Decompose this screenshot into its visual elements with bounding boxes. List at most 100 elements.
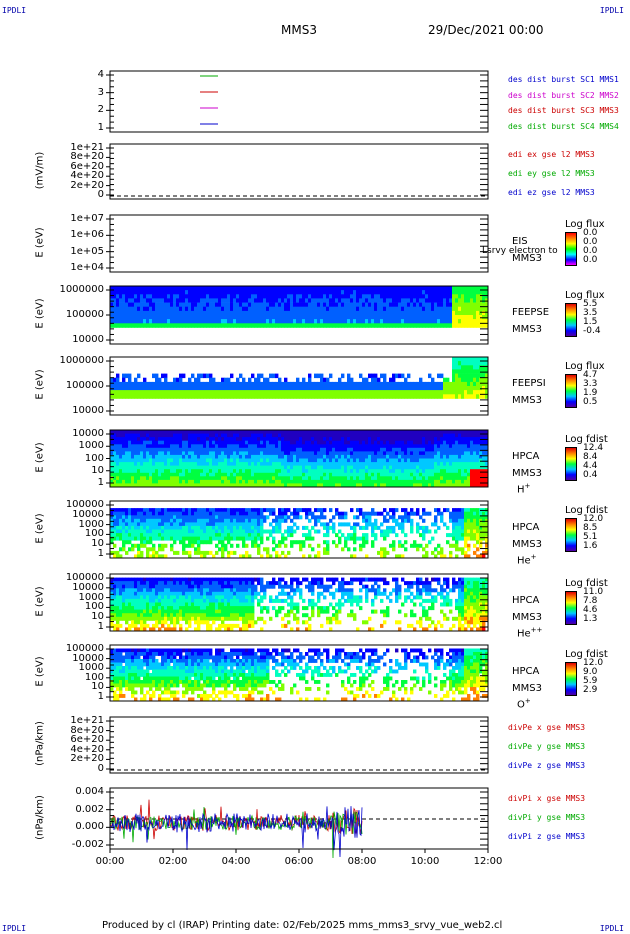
spectro-cell	[425, 543, 429, 548]
spectro-cell	[365, 430, 369, 434]
spectro-cell	[485, 302, 489, 308]
spectro-cell	[281, 315, 285, 320]
spectro-cell	[128, 437, 132, 442]
spectro-cell	[284, 302, 288, 308]
spectro-cell	[452, 290, 456, 295]
spectro-cell	[134, 533, 138, 538]
spectro-cell	[266, 386, 270, 391]
spectro-cell	[320, 302, 324, 308]
spectro-cell	[275, 440, 279, 445]
spectro-cell	[143, 440, 147, 445]
spectro-cell	[149, 306, 153, 312]
spectro-cell	[149, 540, 153, 545]
spectro-cell	[209, 381, 213, 387]
spectro-cell	[122, 294, 126, 299]
spectro-cell	[110, 515, 114, 520]
spectro-cell	[284, 451, 288, 456]
spectro-cell	[449, 469, 453, 474]
spectro-cell	[113, 430, 117, 434]
spectro-cell	[353, 515, 357, 520]
spectro-cell	[167, 440, 171, 445]
spectro-cell	[113, 529, 117, 534]
spectro-cell	[173, 508, 177, 513]
spectro-cell	[176, 550, 180, 555]
spectro-cell	[320, 451, 324, 456]
spectro-cell	[341, 472, 345, 477]
spectro-cell	[260, 394, 264, 399]
spectro-cell	[428, 319, 432, 324]
spectro-cell	[122, 472, 126, 477]
spectro-cell	[416, 483, 420, 488]
spectro-cell	[404, 533, 408, 538]
spectro-cell	[353, 536, 357, 541]
spectro-cell	[473, 462, 477, 467]
spectro-cell	[146, 454, 150, 459]
spectro-cell	[323, 476, 327, 481]
spectro-cell	[218, 511, 222, 516]
spectro-cell	[443, 294, 447, 299]
spectro-cell	[305, 479, 309, 484]
spectro-cell	[311, 298, 315, 303]
spectro-cell	[179, 444, 183, 449]
spectro-cell	[161, 522, 165, 527]
spectro-cell	[443, 465, 447, 470]
spectro-cell	[413, 454, 417, 459]
spectro-cell	[365, 298, 369, 303]
spectro-cell	[284, 472, 288, 477]
spectro-cell	[323, 465, 327, 470]
spectro-cell	[281, 483, 285, 488]
spectro-cell	[119, 433, 123, 438]
spectro-cell	[461, 430, 465, 434]
spectro-cell	[221, 315, 225, 320]
spectro-cell	[269, 462, 273, 467]
spectro-cell	[260, 447, 264, 452]
spectro-cell	[314, 476, 318, 481]
spectro-cell	[422, 476, 426, 481]
spectro-cell	[122, 508, 126, 513]
spectro-cell	[377, 550, 381, 555]
spectro-cell	[395, 430, 399, 434]
spectro-cell	[182, 518, 186, 523]
spectro-cell	[398, 437, 402, 442]
spectro-cell	[155, 533, 159, 538]
spectro-cell	[287, 386, 291, 391]
spectro-cell	[440, 518, 444, 523]
spectro-cell	[146, 525, 150, 530]
spectro-cell	[356, 381, 360, 387]
spectro-cell	[401, 373, 405, 379]
spectro-cell	[197, 515, 201, 520]
spectro-cell	[431, 440, 435, 445]
spectro-cell	[137, 522, 141, 527]
spectro-cell	[332, 522, 336, 527]
spectro-cell	[272, 525, 276, 530]
spectro-cell	[212, 465, 216, 470]
spectro-cell	[254, 386, 258, 391]
spectro-cell	[464, 377, 468, 383]
spectro-cell	[332, 540, 336, 545]
spectro-cell	[200, 536, 204, 541]
spectro-cell	[374, 373, 378, 379]
spectro-cell	[338, 306, 342, 312]
spectro-cell	[185, 433, 189, 438]
spectro-cell	[317, 440, 321, 445]
spectro-cell	[329, 472, 333, 477]
spectro-cell	[179, 310, 183, 316]
spectro-cell	[326, 433, 330, 438]
spectro-cell	[455, 306, 459, 312]
spectro-cell	[260, 465, 264, 470]
spectro-cell	[479, 319, 483, 324]
spectro-cell	[485, 479, 489, 484]
spectro-cell	[137, 430, 141, 434]
spectro-cell	[320, 430, 324, 434]
spectro-cell	[125, 483, 129, 488]
spectro-cell	[356, 444, 360, 449]
spectro-cell	[212, 511, 216, 516]
spectro-cell	[440, 554, 444, 559]
spectro-cell	[203, 444, 207, 449]
spectro-cell	[365, 458, 369, 463]
spectro-cell	[233, 381, 237, 387]
spectro-cell	[347, 547, 351, 552]
spectro-cell	[440, 323, 444, 328]
spectro-cell	[446, 394, 450, 399]
spectro-cell	[485, 323, 489, 328]
